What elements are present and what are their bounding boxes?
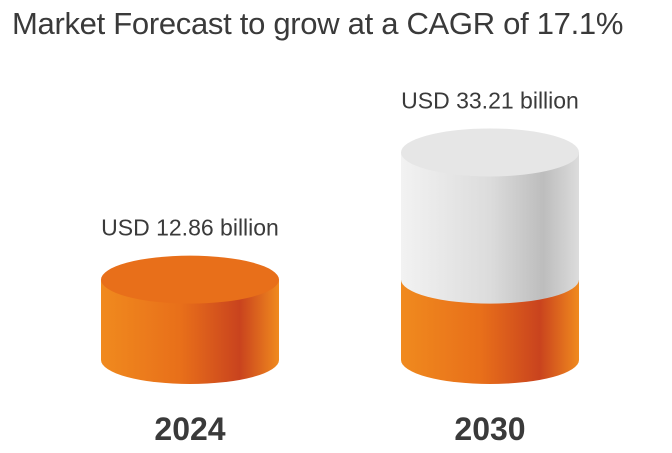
cylinder-base-segment [401, 279, 579, 384]
year-label-2030: 2030 [454, 411, 525, 447]
value-label-2030: USD 33.21 billion [401, 87, 579, 113]
cylinder-base-segment [101, 279, 279, 384]
year-label-2024: 2024 [154, 411, 225, 447]
cylinder-2024 [101, 255, 279, 384]
cylinder-2030 [401, 128, 579, 384]
cylinder-growth-segment [401, 152, 579, 304]
cylinder-top [101, 255, 279, 304]
value-label-2024: USD 12.86 billion [101, 215, 279, 241]
cylinder-top [401, 128, 579, 177]
chart-title: Market Forecast to grow at a CAGR of 17.… [12, 6, 624, 41]
